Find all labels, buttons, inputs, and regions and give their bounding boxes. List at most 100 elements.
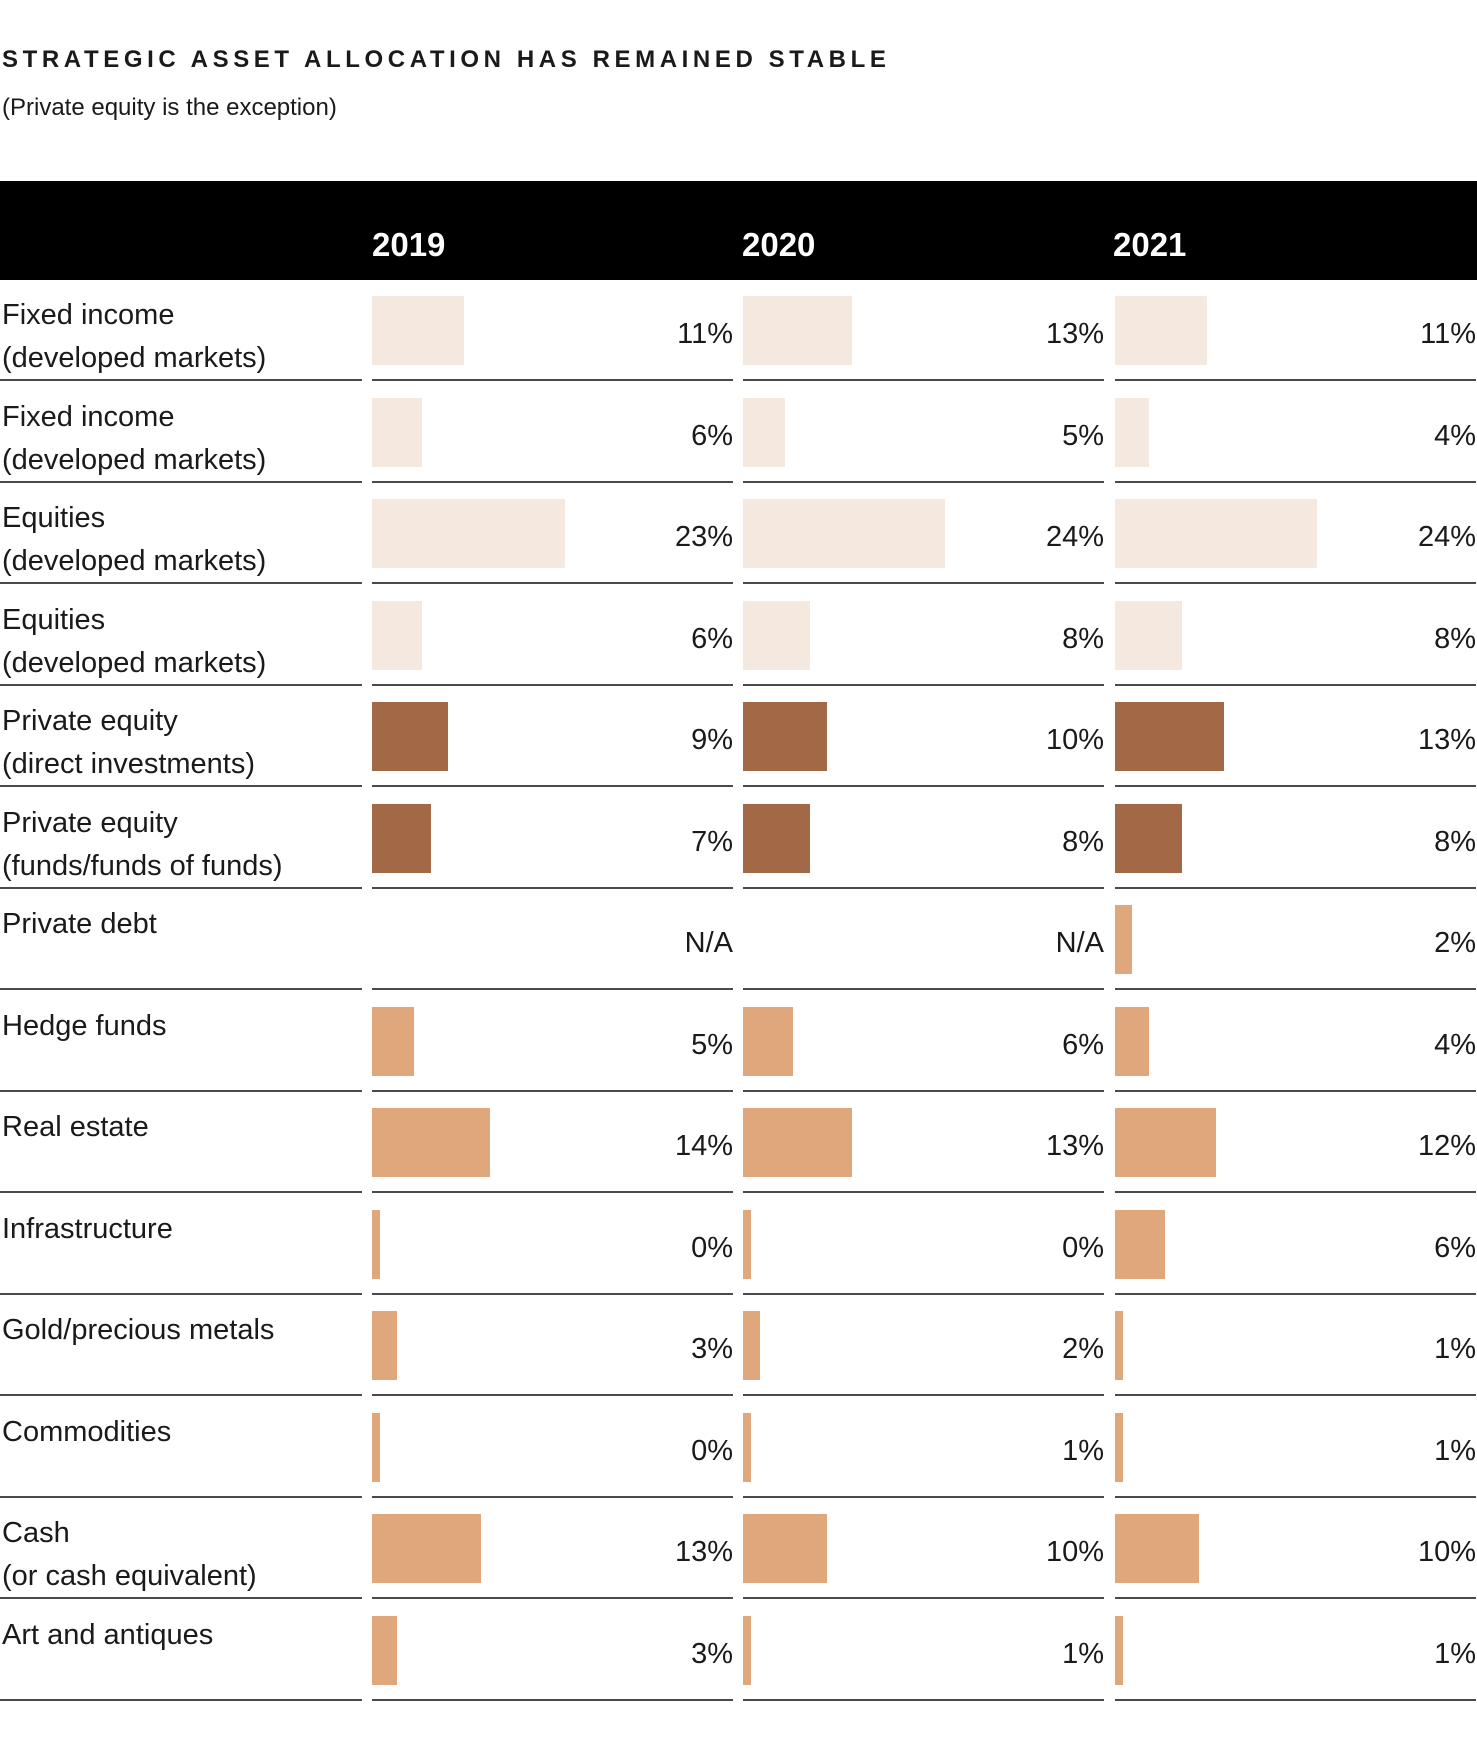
row-divider [743, 785, 1104, 787]
table-row: Private debt N/A N/A 2% [0, 889, 1477, 990]
value-cell-2019: 3% [372, 1295, 733, 1396]
value-label-2021: 1% [1434, 1434, 1476, 1467]
row-label: Private equity (direct investments) [2, 705, 256, 780]
bar-2021 [1115, 1311, 1124, 1380]
bar-2019 [372, 1209, 380, 1279]
row-divider [1115, 1394, 1476, 1396]
row-label: Hedge funds [2, 1009, 167, 1042]
value-cell-2021: 13% [1115, 686, 1476, 787]
row-divider [372, 785, 733, 787]
value-cell-2021: 24% [1115, 483, 1476, 584]
bar-2020 [743, 1514, 827, 1583]
bar-2019 [372, 600, 423, 670]
bar-2020 [743, 702, 827, 771]
row-divider [743, 886, 1104, 889]
value-label-2021: 1% [1434, 1637, 1476, 1670]
value-cell-2021: 8% [1115, 788, 1476, 889]
bar-2019 [372, 1615, 398, 1685]
row-divider [372, 1089, 733, 1092]
value-label-2019: 0% [691, 1434, 733, 1467]
value-label-2020: 8% [1062, 825, 1104, 858]
value-cell-2019: 11% [372, 280, 733, 381]
table-row: Equities (developed markets) 23% 24% 24% [0, 483, 1477, 584]
year-header-2020: 2020 [742, 226, 816, 263]
row-divider [1115, 886, 1476, 889]
value-cell-2019: 13% [372, 1498, 733, 1599]
row-divider [0, 1698, 362, 1701]
value-label-2020: 13% [1045, 1130, 1104, 1162]
row-label: Private debt [2, 908, 157, 940]
row-label: Private equity (funds/funds of funds) [2, 806, 283, 882]
table-row: Art and antiques 3% 1% 1% [0, 1600, 1477, 1701]
value-label-2019: 6% [691, 419, 733, 452]
value-label-2020: 13% [1045, 318, 1104, 350]
bar-2019 [372, 1006, 414, 1076]
table-row: Fixed income (developed markets) 6% 5% 4% [0, 382, 1477, 483]
value-label-2019: 9% [691, 724, 733, 756]
row-divider [0, 1191, 362, 1193]
table-row: Cash (or cash equivalent) 13% 10% 10% [0, 1498, 1477, 1599]
row-divider [372, 1191, 733, 1193]
year-header-2021: 2021 [1113, 226, 1187, 263]
bar-2019 [372, 803, 431, 873]
value-cell-2019: 0% [372, 1397, 733, 1498]
bar-2021 [1115, 1108, 1216, 1177]
value-label-2019: N/A [684, 927, 733, 959]
bar-2019 [372, 1412, 380, 1482]
row-divider [743, 1394, 1104, 1396]
value-cell-2020: 24% [743, 483, 1104, 584]
bar-2021 [1115, 702, 1225, 771]
row-divider [743, 1292, 1104, 1295]
bar-2021 [1115, 1006, 1149, 1076]
bar-2019 [372, 397, 423, 467]
value-cell-2020: 13% [743, 280, 1104, 381]
bar-2021 [1115, 1209, 1166, 1279]
value-cell-2020: 13% [743, 1092, 1104, 1193]
value-label-2021: 8% [1434, 825, 1476, 858]
value-label-2019: 11% [677, 318, 733, 350]
row-divider [743, 480, 1104, 483]
row-label: Equities (developed markets) [2, 603, 267, 679]
value-label-2021: 2% [1434, 927, 1476, 959]
row-divider [0, 1394, 362, 1396]
value-label-2021: 10% [1417, 1536, 1476, 1568]
bar-2019 [372, 499, 566, 568]
row-label: Cash (or cash equivalent) [2, 1517, 257, 1592]
row-divider [0, 379, 362, 381]
row-divider [743, 988, 1104, 990]
value-cell-2019: 0% [372, 1194, 733, 1295]
value-cell-2021: 1% [1115, 1397, 1476, 1498]
bar-2021 [1115, 803, 1183, 873]
value-label-2020: 1% [1062, 1637, 1104, 1670]
value-cell-2019: 9% [372, 686, 733, 787]
value-cell-2020: 8% [743, 585, 1104, 686]
value-label-2021: 12% [1417, 1130, 1476, 1162]
table-row: Infrastructure 0% 0% 6% [0, 1194, 1477, 1295]
table-row: Commodities 0% 1% 1% [0, 1397, 1477, 1498]
value-cell-2021: 10% [1115, 1498, 1476, 1599]
value-label-2020: 10% [1045, 1536, 1104, 1568]
row-divider [372, 886, 733, 889]
value-label-2019: 7% [691, 825, 733, 858]
value-cell-2020: 10% [743, 686, 1104, 787]
bar-2019 [372, 1514, 482, 1583]
row-divider [372, 988, 733, 990]
value-label-2019: 23% [674, 521, 733, 553]
row-label: Real estate [2, 1111, 149, 1143]
row-divider [372, 1597, 733, 1599]
value-label-2020: 5% [1062, 419, 1104, 452]
row-label: Commodities [2, 1415, 172, 1448]
value-label-2019: 6% [691, 622, 733, 655]
row-divider [1115, 480, 1476, 483]
year-header-2019: 2019 [372, 226, 446, 263]
value-cell-2021: 4% [1115, 991, 1476, 1092]
row-divider [0, 1292, 362, 1295]
bar-2021 [1115, 397, 1149, 467]
row-divider [372, 379, 733, 381]
value-label-2021: 8% [1434, 622, 1476, 655]
row-divider [372, 683, 733, 686]
row-divider [743, 1597, 1104, 1599]
table-row: Gold/precious metals 3% 2% 1% [0, 1295, 1477, 1396]
value-label-2019: 13% [674, 1536, 733, 1568]
year-header-bar: 2019 2020 2021 [0, 181, 1477, 280]
